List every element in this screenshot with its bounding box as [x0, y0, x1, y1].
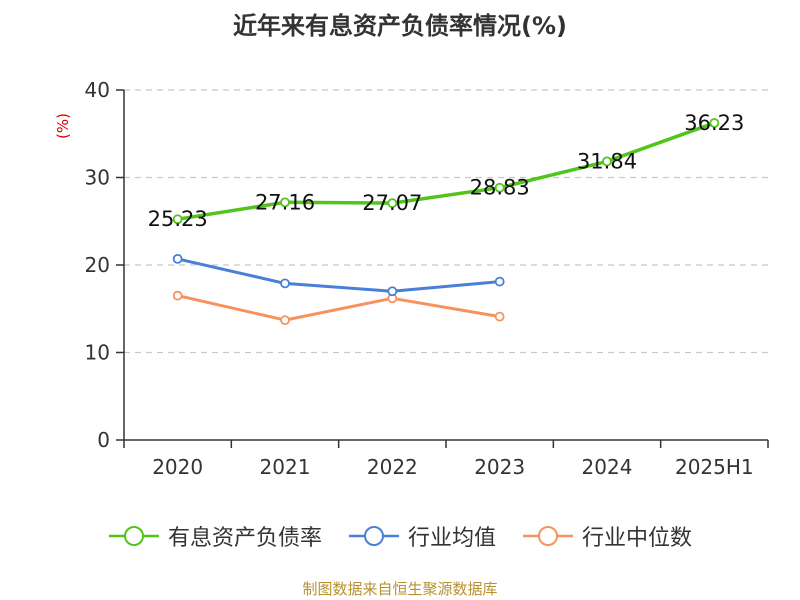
data-label: 31.84	[577, 149, 637, 173]
data-point-0	[387, 198, 398, 209]
legend-item: 有息资产负债率	[108, 520, 322, 552]
legend-label: 行业中位数	[582, 526, 693, 551]
data-point-1	[172, 253, 183, 264]
legend-marker-icon	[108, 526, 159, 546]
legend-marker-icon	[523, 526, 573, 546]
data-point-0	[602, 156, 612, 167]
data-point-1	[387, 286, 398, 297]
source-note: 制图数据来自恒生聚源数据库	[302, 580, 498, 598]
y-tick-label: 40	[85, 78, 110, 102]
y-tick-label: 30	[85, 166, 110, 190]
data-point-0	[494, 182, 505, 193]
x-tick-label: 2025H1	[675, 455, 754, 479]
data-point-1	[494, 276, 505, 287]
y-axis-label: (%)	[54, 113, 72, 139]
data-label: 27.07	[362, 191, 422, 215]
y-tick-label: 0	[97, 428, 110, 452]
data-label: 25.23	[148, 207, 208, 231]
data-label-layer: 25.23 27.16 27.07 28.83 31.84 36.23	[148, 111, 745, 231]
x-tick-label: 2022	[367, 455, 418, 479]
series-line-1	[177, 257, 500, 293]
legend-label: 有息资产负债率	[167, 526, 322, 551]
data-point-0	[709, 118, 720, 128]
legend: 有息资产负债率 行业均值 行业中位数	[0, 520, 800, 552]
data-point-0	[172, 214, 183, 225]
y-tick-label: 10	[85, 341, 110, 365]
legend-label: 行业均值	[407, 526, 496, 551]
legend-marker-icon	[348, 526, 399, 546]
axis-layer: 0 10 20 30 40 2020 2021 2022 2023 2024 2025H1	[85, 78, 769, 479]
y-tick-label: 20	[85, 253, 110, 277]
data-label: 27.16	[255, 190, 315, 214]
data-point-2	[280, 315, 290, 326]
chart-title: 近年来有息资产负债率情况(%)	[233, 12, 567, 40]
data-point-0	[280, 197, 290, 208]
x-tick-label: 2024	[582, 455, 633, 479]
x-tick-label: 2021	[260, 455, 311, 479]
x-tick-label: 2023	[474, 455, 525, 479]
data-label: 36.23	[684, 111, 744, 135]
data-point-2	[494, 311, 505, 322]
x-tick-label: 2020	[152, 455, 203, 479]
series-layer	[172, 118, 720, 326]
data-point-1	[280, 278, 290, 289]
data-point-2	[172, 290, 183, 301]
series-line-2	[177, 294, 500, 322]
data-label: 28.83	[470, 176, 530, 200]
legend-item: 行业中位数	[522, 520, 692, 552]
grid-layer	[124, 89, 768, 354]
legend-item: 行业均值	[348, 520, 496, 552]
series-line-0	[177, 121, 715, 221]
